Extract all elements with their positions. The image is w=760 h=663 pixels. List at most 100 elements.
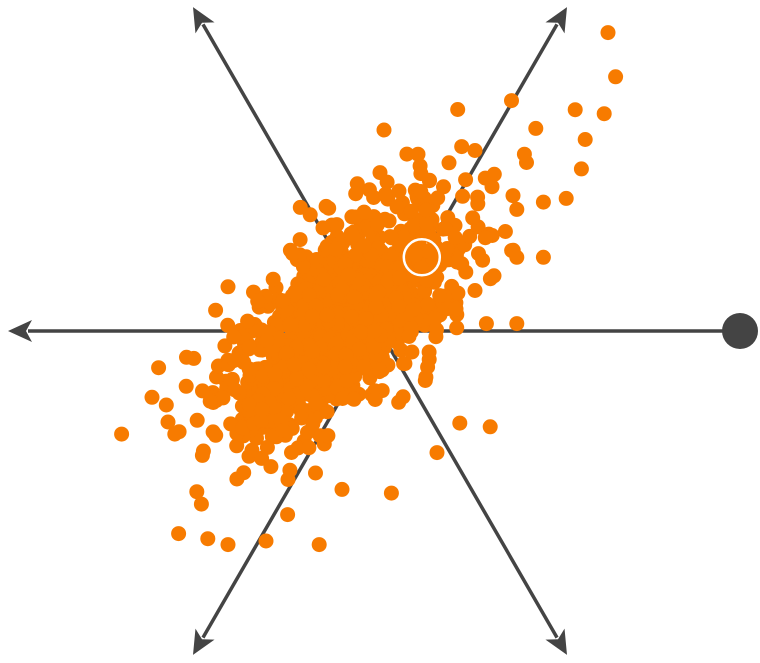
data-point [275,293,291,309]
data-point [258,533,274,549]
data-point [337,359,353,375]
overlay [402,238,442,277]
data-point [450,102,466,117]
axis-arrowhead [193,628,215,655]
data-point [378,186,394,202]
data-point [384,230,399,246]
data-point [486,268,502,284]
data-point [372,362,388,378]
data-point [600,25,616,41]
data-point [186,350,202,366]
data-point [351,341,367,357]
data-point [403,203,419,219]
data-point [380,273,396,288]
data-point [311,537,327,553]
data-point [344,309,359,325]
data-point [194,447,210,463]
data-point [178,378,194,394]
data-point [376,122,392,138]
data-point [367,323,382,339]
data-point [413,184,429,199]
data-point [528,120,544,136]
data-point [220,537,236,553]
data-point [318,198,334,214]
data-point [419,215,434,231]
data-point [596,106,612,122]
data-point [301,287,317,303]
data-point [275,423,291,438]
data-point [356,238,372,254]
data-point [328,336,344,351]
data-point [509,249,525,265]
data-point [308,395,324,411]
data-point [408,247,424,263]
data-point [202,393,218,409]
data-point [420,359,436,375]
data-point [240,313,256,329]
data-point [467,283,483,298]
data-point [335,391,350,406]
data-point [226,352,242,368]
data-point [189,484,205,500]
axis-drag-handle[interactable] [722,313,758,349]
data-point [372,165,388,181]
data-point [200,531,216,547]
data-point [455,188,471,204]
data-point [114,426,130,442]
axis-arrowhead [545,628,567,655]
data-point [452,415,468,431]
data-point [151,360,167,376]
data-point [462,228,478,244]
data-point [301,440,317,456]
data-point [267,366,283,382]
data-point [244,442,260,458]
data-point [254,401,270,417]
data-point [346,391,362,407]
data-point [345,228,361,244]
data-point [263,459,279,475]
data-point [396,229,411,245]
data-point [391,183,407,199]
data-point [356,204,372,220]
data-point [284,445,299,460]
data-point [167,426,183,442]
data-point [241,339,257,355]
data-point [449,254,465,270]
data-points [114,25,624,553]
data-point [438,221,454,237]
data-point [428,329,444,345]
data-point [430,190,446,206]
data-point [478,316,494,332]
data-point [404,344,420,360]
data-point [535,194,551,210]
data-point [160,414,176,430]
data-point [158,397,174,413]
data-point [305,416,321,432]
data-point [282,462,298,478]
data-point [241,397,257,413]
data-point [429,445,445,461]
axis-arrowhead [8,320,32,342]
data-point [208,302,224,318]
data-point [285,246,301,262]
data-point [486,166,502,182]
data-point [358,311,374,327]
data-point [328,241,344,257]
data-point [421,344,437,360]
data-point [266,380,282,396]
data-point [255,368,271,384]
data-point [208,427,224,443]
data-point [353,324,369,340]
data-point [223,416,239,432]
data-point [420,296,436,312]
data-point [399,146,415,162]
data-point [304,308,320,324]
data-point [348,186,364,202]
selected-point-ring[interactable] [402,238,442,277]
data-point [391,394,407,410]
data-point [418,202,434,218]
data-point [235,420,251,436]
data-point [567,102,583,118]
